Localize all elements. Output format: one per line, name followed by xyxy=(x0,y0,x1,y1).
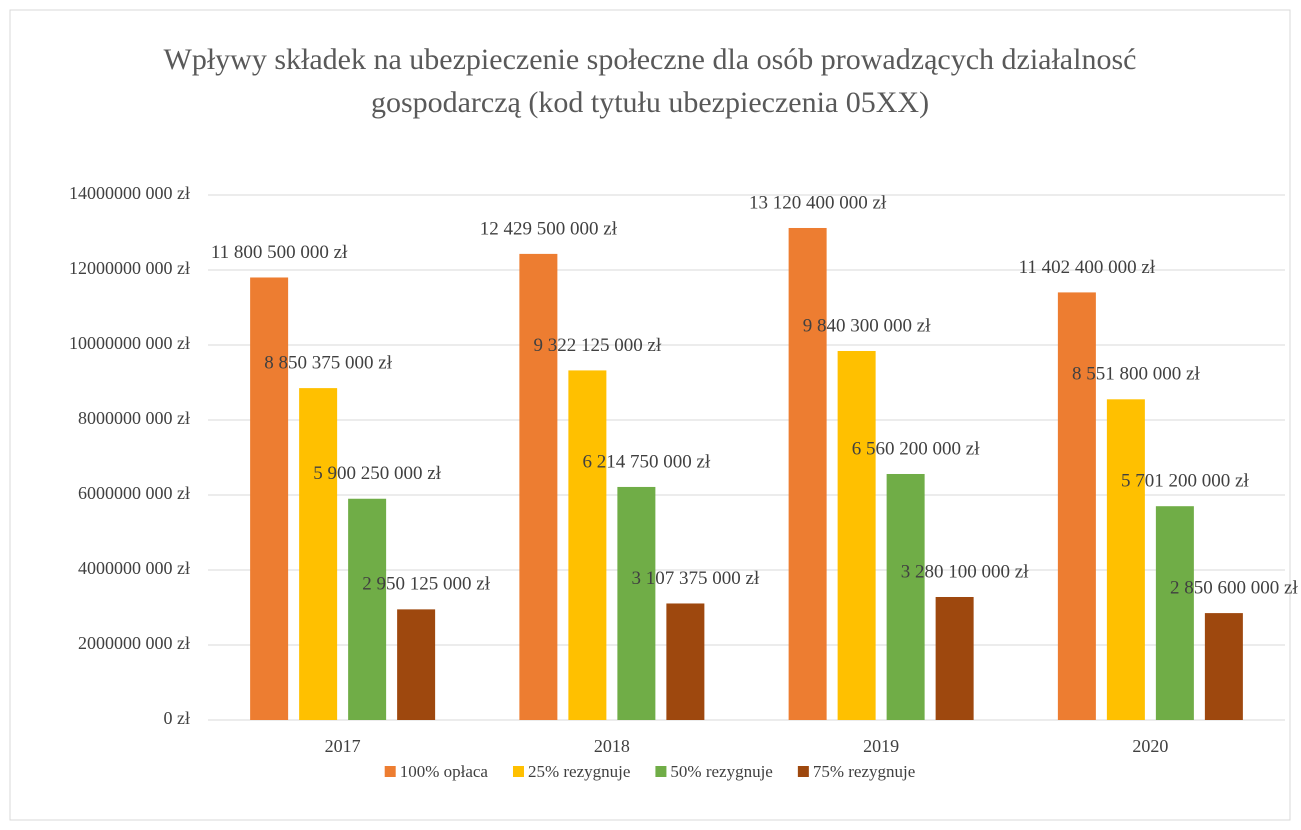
bar xyxy=(886,473,925,720)
bar xyxy=(250,277,289,720)
chart-border xyxy=(9,9,1291,821)
data-label: 3 107 375 000 zł xyxy=(632,568,760,589)
x-tick-label: 2020 xyxy=(1132,736,1168,756)
bar xyxy=(666,603,705,720)
legend-swatch xyxy=(512,766,524,777)
bar xyxy=(348,498,387,720)
data-label: 11 800 500 000 zł xyxy=(211,242,348,263)
legend-label: 25% rezygnuje xyxy=(528,762,630,781)
y-tick-label: 6000000 000 zł xyxy=(78,483,190,503)
bar xyxy=(617,486,656,720)
data-label: 9 322 125 000 zł xyxy=(534,335,662,356)
bar xyxy=(568,370,607,720)
bar xyxy=(397,609,436,720)
legend-swatch xyxy=(655,766,667,777)
data-label: 5 900 250 000 zł xyxy=(313,463,441,484)
legend-label: 100% opłaca xyxy=(400,762,489,781)
y-tick-label: 10000000 000 zł xyxy=(69,333,190,353)
y-tick-label: 12000000 000 zł xyxy=(69,258,190,278)
bar xyxy=(519,253,558,721)
legend-swatch xyxy=(797,766,809,777)
data-label: 13 120 400 000 zł xyxy=(749,192,887,213)
y-tick-label: 0 zł xyxy=(164,708,191,728)
data-label: 2 850 600 000 zł xyxy=(1170,577,1298,598)
y-tick-label: 4000000 000 zł xyxy=(78,558,190,578)
y-tick-label: 2000000 000 zł xyxy=(78,633,190,653)
data-label: 6 560 200 000 zł xyxy=(852,438,980,459)
bar xyxy=(1057,292,1096,720)
legend-swatch xyxy=(384,766,396,777)
y-tick-label: 8000000 000 zł xyxy=(78,408,190,428)
data-label: 8 551 800 000 zł xyxy=(1072,364,1200,385)
x-tick-label: 2018 xyxy=(594,736,630,756)
data-label: 5 701 200 000 zł xyxy=(1121,471,1249,492)
legend-label: 50% rezygnuje xyxy=(670,762,772,781)
data-label: 12 429 500 000 zł xyxy=(480,218,618,239)
chart-title: Wpływy składek na ubezpieczenie społeczn… xyxy=(163,43,1137,119)
bar xyxy=(1204,613,1243,720)
bar xyxy=(1106,399,1145,720)
x-tick-label: 2019 xyxy=(863,736,899,756)
y-tick-label: 14000000 000 zł xyxy=(69,183,190,203)
data-label: 6 214 750 000 zł xyxy=(583,451,711,472)
bar xyxy=(299,388,338,720)
bar xyxy=(1155,506,1194,720)
data-label: 11 402 400 000 zł xyxy=(1019,257,1156,278)
data-label: 3 280 100 000 zł xyxy=(901,561,1029,582)
x-tick-label: 2017 xyxy=(325,736,361,756)
bar xyxy=(935,596,974,720)
data-label: 2 950 125 000 zł xyxy=(362,574,490,595)
bar xyxy=(788,227,827,721)
data-label: 9 840 300 000 zł xyxy=(803,315,931,336)
legend-label: 75% rezygnuje xyxy=(813,762,915,781)
bar xyxy=(837,350,876,720)
data-label: 8 850 375 000 zł xyxy=(264,352,392,373)
